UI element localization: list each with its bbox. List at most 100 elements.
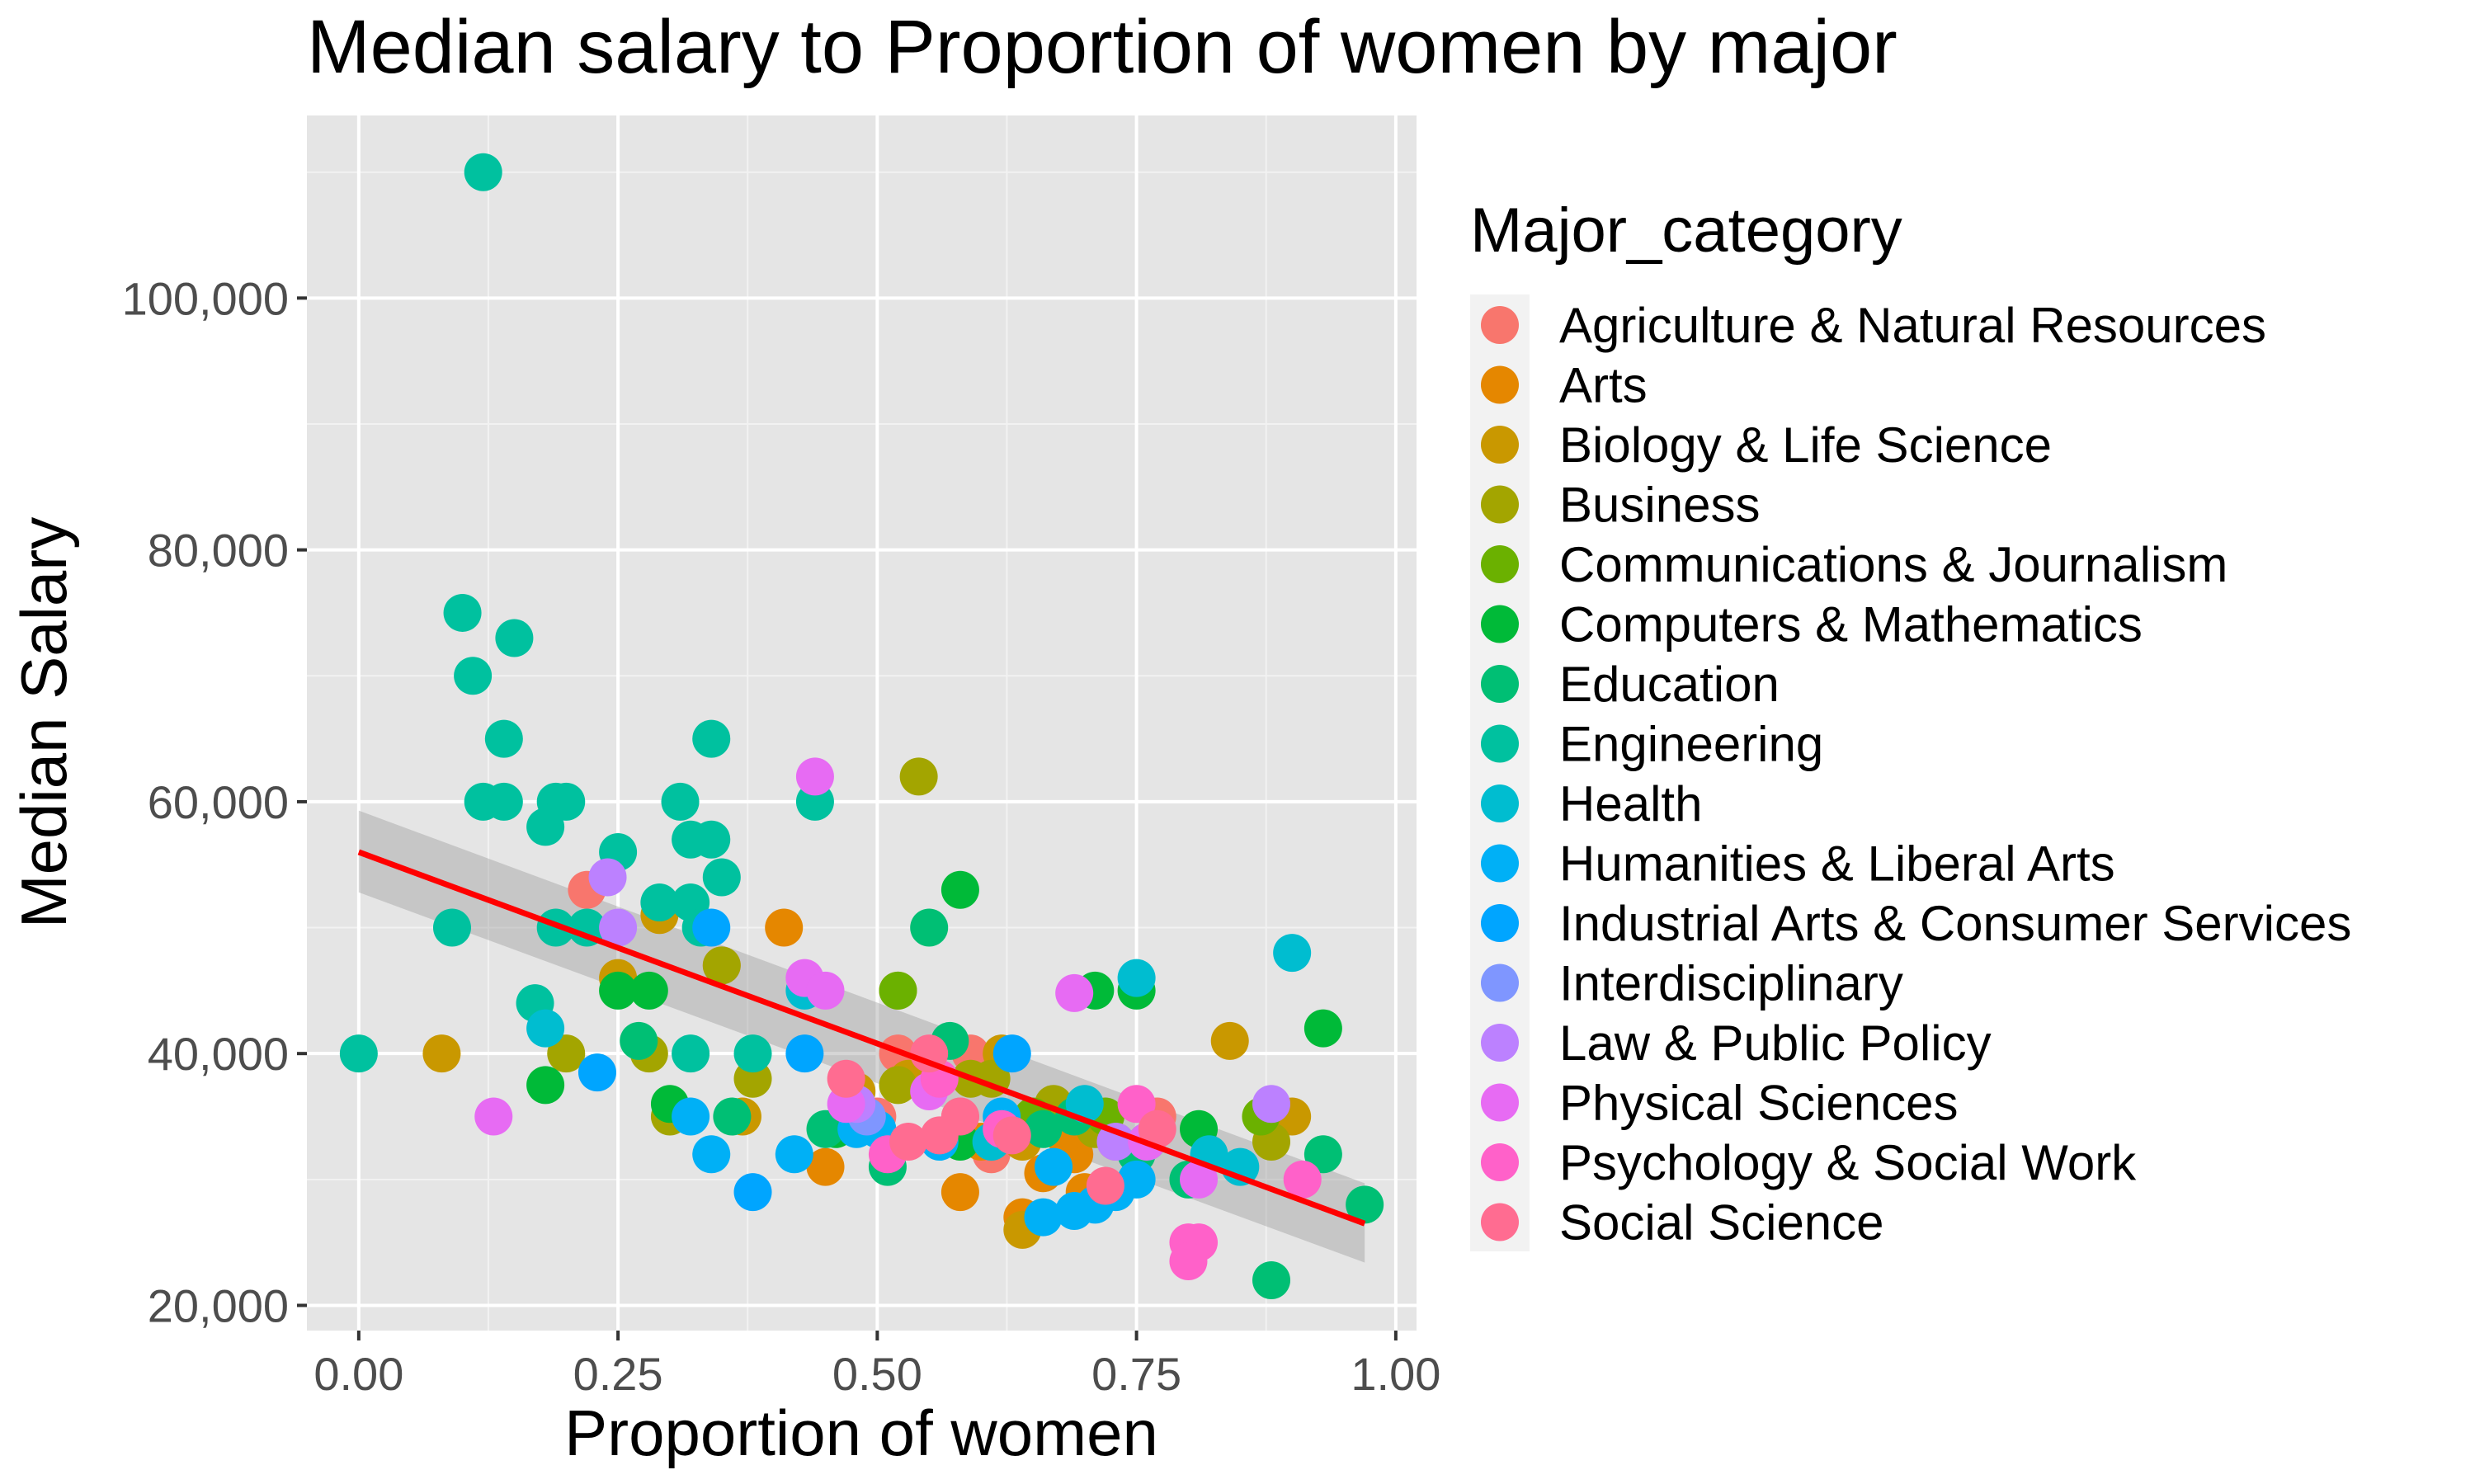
legend-label: Biology & Life Science bbox=[1559, 417, 2052, 473]
data-point bbox=[713, 1097, 752, 1136]
data-point bbox=[547, 1034, 586, 1073]
data-point bbox=[526, 808, 565, 846]
data-point bbox=[992, 1034, 1031, 1073]
data-point bbox=[578, 1053, 616, 1092]
data-point bbox=[733, 1034, 772, 1073]
legend-key bbox=[1481, 1143, 1519, 1181]
data-point bbox=[1169, 1242, 1208, 1281]
data-point bbox=[1210, 1021, 1249, 1060]
legend-key bbox=[1481, 426, 1519, 464]
data-point bbox=[879, 971, 917, 1010]
y-tick-label: 20,000 bbox=[148, 1279, 289, 1331]
data-point bbox=[495, 619, 534, 657]
legend-key bbox=[1481, 365, 1519, 404]
data-point bbox=[484, 782, 523, 821]
legend-label: Industrial Arts & Consumer Services bbox=[1559, 896, 2351, 951]
legend-key bbox=[1481, 904, 1519, 942]
x-axis-title: Proportion of women bbox=[564, 1397, 1158, 1469]
x-tick-label: 0.00 bbox=[314, 1348, 403, 1400]
legend-label: Law & Public Policy bbox=[1559, 1015, 1992, 1071]
legend-label: Engineering bbox=[1559, 717, 1823, 772]
data-point bbox=[1065, 1085, 1104, 1124]
x-tick-label: 0.75 bbox=[1091, 1348, 1181, 1400]
legend-key bbox=[1481, 485, 1519, 524]
data-point bbox=[640, 883, 679, 922]
data-point bbox=[992, 1116, 1031, 1155]
legend-key bbox=[1481, 605, 1519, 643]
legend-label: Communications & Journalism bbox=[1559, 537, 2228, 592]
data-point bbox=[733, 1173, 772, 1212]
data-point bbox=[1086, 1166, 1124, 1205]
data-point bbox=[1035, 1147, 1073, 1186]
data-point bbox=[422, 1034, 461, 1073]
data-point bbox=[1117, 959, 1156, 997]
legend-items: Agriculture & Natural ResourcesArtsBiolo… bbox=[1481, 298, 2351, 1251]
legend-key bbox=[1481, 545, 1519, 583]
legend-key bbox=[1481, 724, 1519, 763]
data-point bbox=[692, 820, 731, 859]
data-point bbox=[661, 782, 700, 821]
chart-title: Median salary to Proportion of women by … bbox=[307, 5, 1898, 89]
data-point bbox=[940, 1173, 979, 1212]
trend-line-group bbox=[357, 849, 1366, 1227]
data-point bbox=[464, 153, 502, 191]
data-point bbox=[879, 1066, 917, 1105]
data-point bbox=[547, 782, 586, 821]
data-point bbox=[454, 657, 493, 695]
data-point bbox=[1252, 1260, 1291, 1299]
data-point bbox=[620, 1021, 658, 1060]
legend-key bbox=[1481, 844, 1519, 883]
data-point bbox=[806, 1147, 845, 1186]
data-point bbox=[1117, 1085, 1156, 1124]
y-axis-title: Median Salary bbox=[7, 517, 80, 929]
data-point bbox=[588, 858, 627, 897]
x-tick-label: 0.25 bbox=[573, 1348, 663, 1400]
data-point bbox=[1180, 1160, 1219, 1199]
data-point bbox=[443, 593, 482, 632]
legend-key bbox=[1481, 306, 1519, 344]
data-point bbox=[474, 1097, 513, 1136]
data-point bbox=[432, 908, 471, 947]
trend-line bbox=[357, 849, 1366, 1227]
data-point bbox=[920, 1116, 959, 1155]
y-axis: 20,000 40,000 60,000 80,000 100,000 bbox=[122, 272, 307, 1331]
data-point bbox=[599, 971, 638, 1010]
data-point bbox=[599, 908, 638, 947]
data-point bbox=[1024, 1109, 1063, 1148]
data-point bbox=[899, 757, 938, 796]
legend-label: Business bbox=[1559, 478, 1760, 533]
data-point bbox=[1304, 1135, 1342, 1174]
x-axis: 0.00 0.25 0.50 0.75 1.00 bbox=[314, 1331, 1440, 1400]
major-gridlines bbox=[307, 115, 1417, 1331]
data-point bbox=[692, 908, 731, 947]
legend-key bbox=[1481, 1083, 1519, 1122]
legend-label: Agriculture & Natural Resources bbox=[1559, 298, 2266, 353]
data-point bbox=[702, 946, 741, 985]
data-point bbox=[526, 1066, 565, 1105]
y-tick-label: 40,000 bbox=[148, 1028, 289, 1080]
legend-label: Health bbox=[1559, 776, 1702, 832]
legend-label: Interdisciplinary bbox=[1559, 956, 1903, 1011]
data-point bbox=[1117, 1160, 1156, 1199]
data-point bbox=[629, 971, 668, 1010]
data-point bbox=[806, 1109, 845, 1148]
data-point bbox=[702, 858, 741, 897]
data-point bbox=[940, 870, 979, 909]
data-point bbox=[889, 1123, 928, 1161]
y-tick-label: 80,000 bbox=[148, 525, 289, 577]
data-point bbox=[1252, 1085, 1291, 1124]
legend-label: Computers & Mathematics bbox=[1559, 597, 2143, 652]
legend-title: Major_category bbox=[1470, 196, 1902, 266]
legend-label: Humanities & Liberal Arts bbox=[1559, 836, 2115, 892]
legend-key bbox=[1481, 665, 1519, 703]
data-point bbox=[910, 908, 949, 947]
legend-label: Social Science bbox=[1559, 1195, 1884, 1251]
data-point bbox=[672, 1034, 710, 1073]
data-point bbox=[1283, 1160, 1322, 1199]
data-point bbox=[1346, 1185, 1384, 1224]
data-point bbox=[765, 908, 804, 947]
data-point bbox=[785, 1034, 824, 1073]
data-point bbox=[795, 757, 834, 796]
legend-label: Psychology & Social Work bbox=[1559, 1135, 2137, 1190]
